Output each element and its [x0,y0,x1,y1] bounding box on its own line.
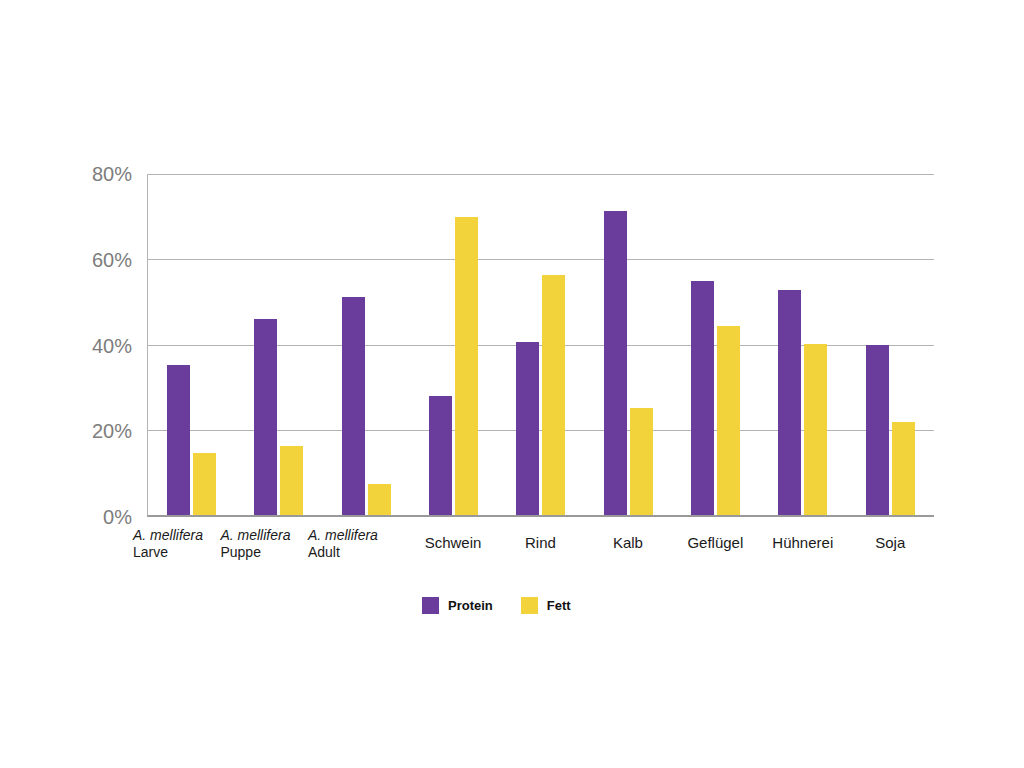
bar-fett [280,446,303,515]
bar-group [585,174,672,515]
chart-canvas: 0%20%40%60%80% A. melliferaLarveA. melli… [0,0,1024,768]
legend-item-fett: Fett [521,597,571,614]
plot-area [147,174,934,517]
bar-protein [691,281,714,515]
x-axis-label: A. melliferaPuppe [220,527,307,577]
legend: Protein Fett [422,597,571,614]
bar-fett [193,453,216,515]
bar-group [497,174,584,515]
stage-name: Adult [308,544,395,561]
x-axis-label: Soja [847,527,934,577]
y-axis: 0%20%40%60%80% [38,174,132,517]
bar-fett [717,326,740,515]
legend-swatch-fett [521,597,538,614]
bar-protein [254,319,277,515]
x-axis: A. melliferaLarveA. melliferaPuppeA. mel… [147,527,934,577]
legend-label-protein: Protein [448,598,493,613]
species-name: A. mellifera [133,527,220,544]
x-axis-label: Kalb [584,527,671,577]
bar-fett [455,217,478,515]
bar-protein [429,396,452,515]
y-axis-label: 20% [38,420,132,442]
y-axis-label: 0% [38,506,132,528]
bar-protein [604,211,627,515]
bar-protein [866,345,889,516]
bar-fett [542,275,565,515]
bar-fett [892,422,915,515]
x-axis-label: Geflügel [672,527,759,577]
x-axis-label: Rind [497,527,584,577]
bar-group [672,174,759,515]
bar-protein [778,290,801,515]
x-axis-label: A. melliferaLarve [133,527,220,577]
species-name: A. mellifera [308,527,395,544]
bar-group [148,174,235,515]
bar-fett [368,484,391,515]
y-axis-label: 40% [38,335,132,357]
x-axis-label: Hühnerei [759,527,846,577]
x-axis-label: Schwein [409,527,496,577]
legend-swatch-protein [422,597,439,614]
y-axis-label: 80% [38,163,132,185]
bar-protein [167,365,190,515]
bar-group [323,174,410,515]
bar-fett [630,408,653,515]
bar-group [410,174,497,515]
bar-protein [342,297,365,515]
stage-name: Puppe [220,544,307,561]
bar-protein [516,342,539,515]
bar-group [847,174,934,515]
bar-group [235,174,322,515]
stage-name: Larve [133,544,220,561]
legend-label-fett: Fett [547,598,571,613]
x-axis-label: A. melliferaAdult [308,527,395,577]
species-name: A. mellifera [220,527,307,544]
y-axis-label: 60% [38,249,132,271]
bar-fett [804,344,827,515]
bar-groups [148,174,934,515]
legend-item-protein: Protein [422,597,493,614]
bar-group [759,174,846,515]
